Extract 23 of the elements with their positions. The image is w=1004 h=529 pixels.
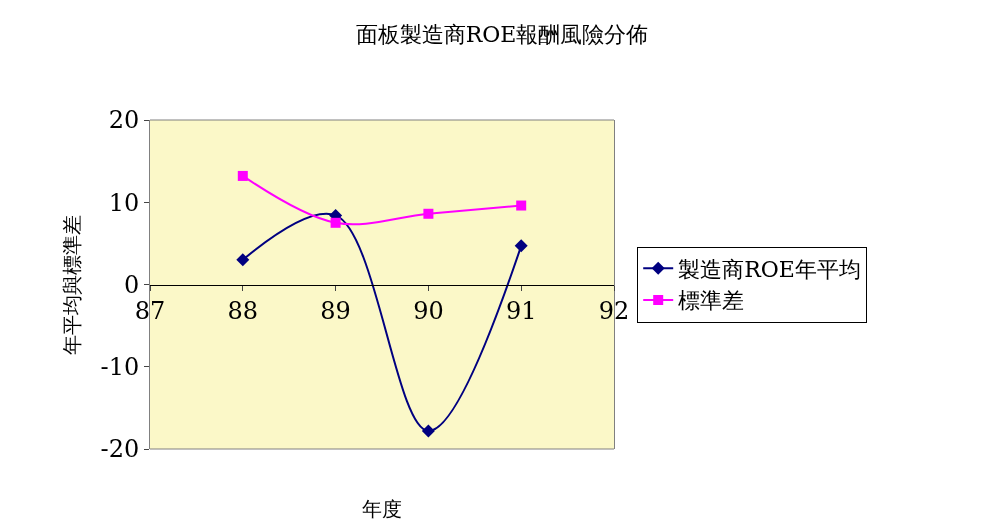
point [237,170,248,181]
legend-label: 製造商ROE年平均 [678,256,861,282]
x-tick-label: 88 [227,297,259,326]
x-tick-label: 91 [505,297,537,326]
y-tick-label: 10 [108,188,140,217]
point [236,253,250,267]
x-tick-label: 92 [598,297,630,326]
chart-title: 面板製造商ROE報酬風險分佈 [355,21,649,47]
x-tick-label: 90 [413,297,444,326]
x-axis-title: 年度 [362,497,402,521]
y-tick-label: 20 [108,106,140,135]
point [514,239,528,253]
point [330,217,341,228]
point [516,200,527,211]
point [421,424,435,438]
point [423,208,434,219]
x-tick-label: 89 [320,297,351,326]
legend-label: 標準差 [678,288,745,314]
x-tick-label: 87 [134,297,166,326]
y-axis-title: 年平均與標準差 [60,214,85,355]
y-tick-label: -10 [100,353,140,382]
y-tick-label: 0 [123,270,140,299]
y-tick-label: -20 [100,435,140,464]
